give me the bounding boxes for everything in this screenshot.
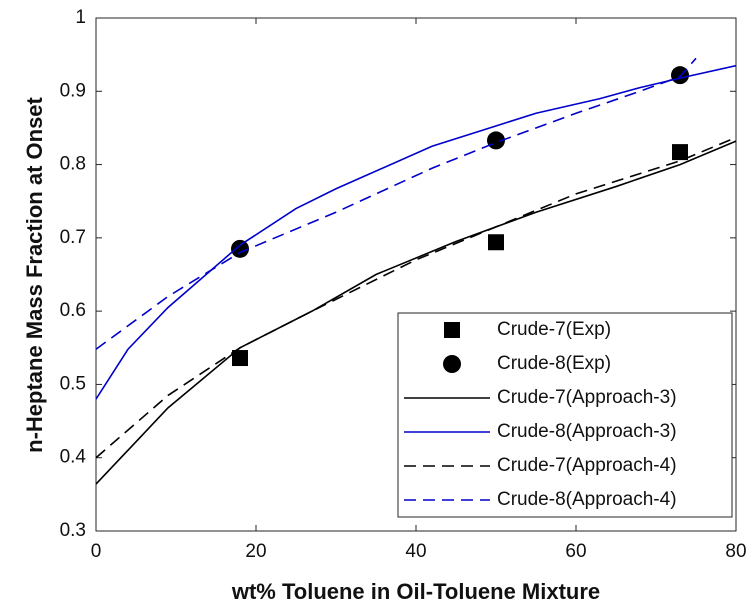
marker bbox=[443, 355, 461, 373]
y-tick-label: 0.7 bbox=[60, 227, 86, 248]
line bbox=[96, 64, 736, 400]
y-tick-label: 0.6 bbox=[60, 300, 86, 321]
y-axis-label: n-Heptane Mass Fraction at Onset bbox=[22, 96, 47, 452]
y-tick-label: 1 bbox=[75, 7, 86, 28]
marker bbox=[444, 322, 460, 338]
x-axis-label: wt% Toluene in Oil-Toluene Mixture bbox=[231, 579, 600, 604]
legend-label: Crude-8(Approach-4) bbox=[497, 489, 677, 510]
y-tick-label: 0.3 bbox=[60, 520, 86, 541]
line bbox=[96, 136, 736, 459]
line bbox=[96, 140, 736, 485]
y-tick-label: 0.5 bbox=[60, 373, 86, 394]
legend-label: Crude-7(Approach-4) bbox=[497, 455, 677, 476]
legend-box bbox=[397, 312, 733, 518]
legend-label: Crude-7(Approach-3) bbox=[497, 387, 677, 408]
marker bbox=[488, 234, 504, 251]
x-tick-label: 0 bbox=[91, 541, 102, 562]
y-tick-label: 0.4 bbox=[60, 447, 87, 468]
legend-label: Crude-8(Exp) bbox=[497, 353, 611, 374]
x-tick-label: 80 bbox=[725, 541, 746, 562]
y-tick-label: 0.8 bbox=[60, 154, 86, 175]
marker bbox=[672, 144, 688, 161]
legend-label: Crude-8(Approach-3) bbox=[497, 421, 677, 442]
y-tick-label: 0.9 bbox=[60, 80, 86, 101]
marker bbox=[232, 350, 248, 367]
legend-label: Crude-7(Exp) bbox=[497, 319, 611, 340]
x-tick-label: 20 bbox=[245, 541, 266, 562]
marker bbox=[231, 239, 249, 258]
x-tick-label: 60 bbox=[565, 541, 586, 562]
x-tick-label: 40 bbox=[405, 541, 426, 562]
